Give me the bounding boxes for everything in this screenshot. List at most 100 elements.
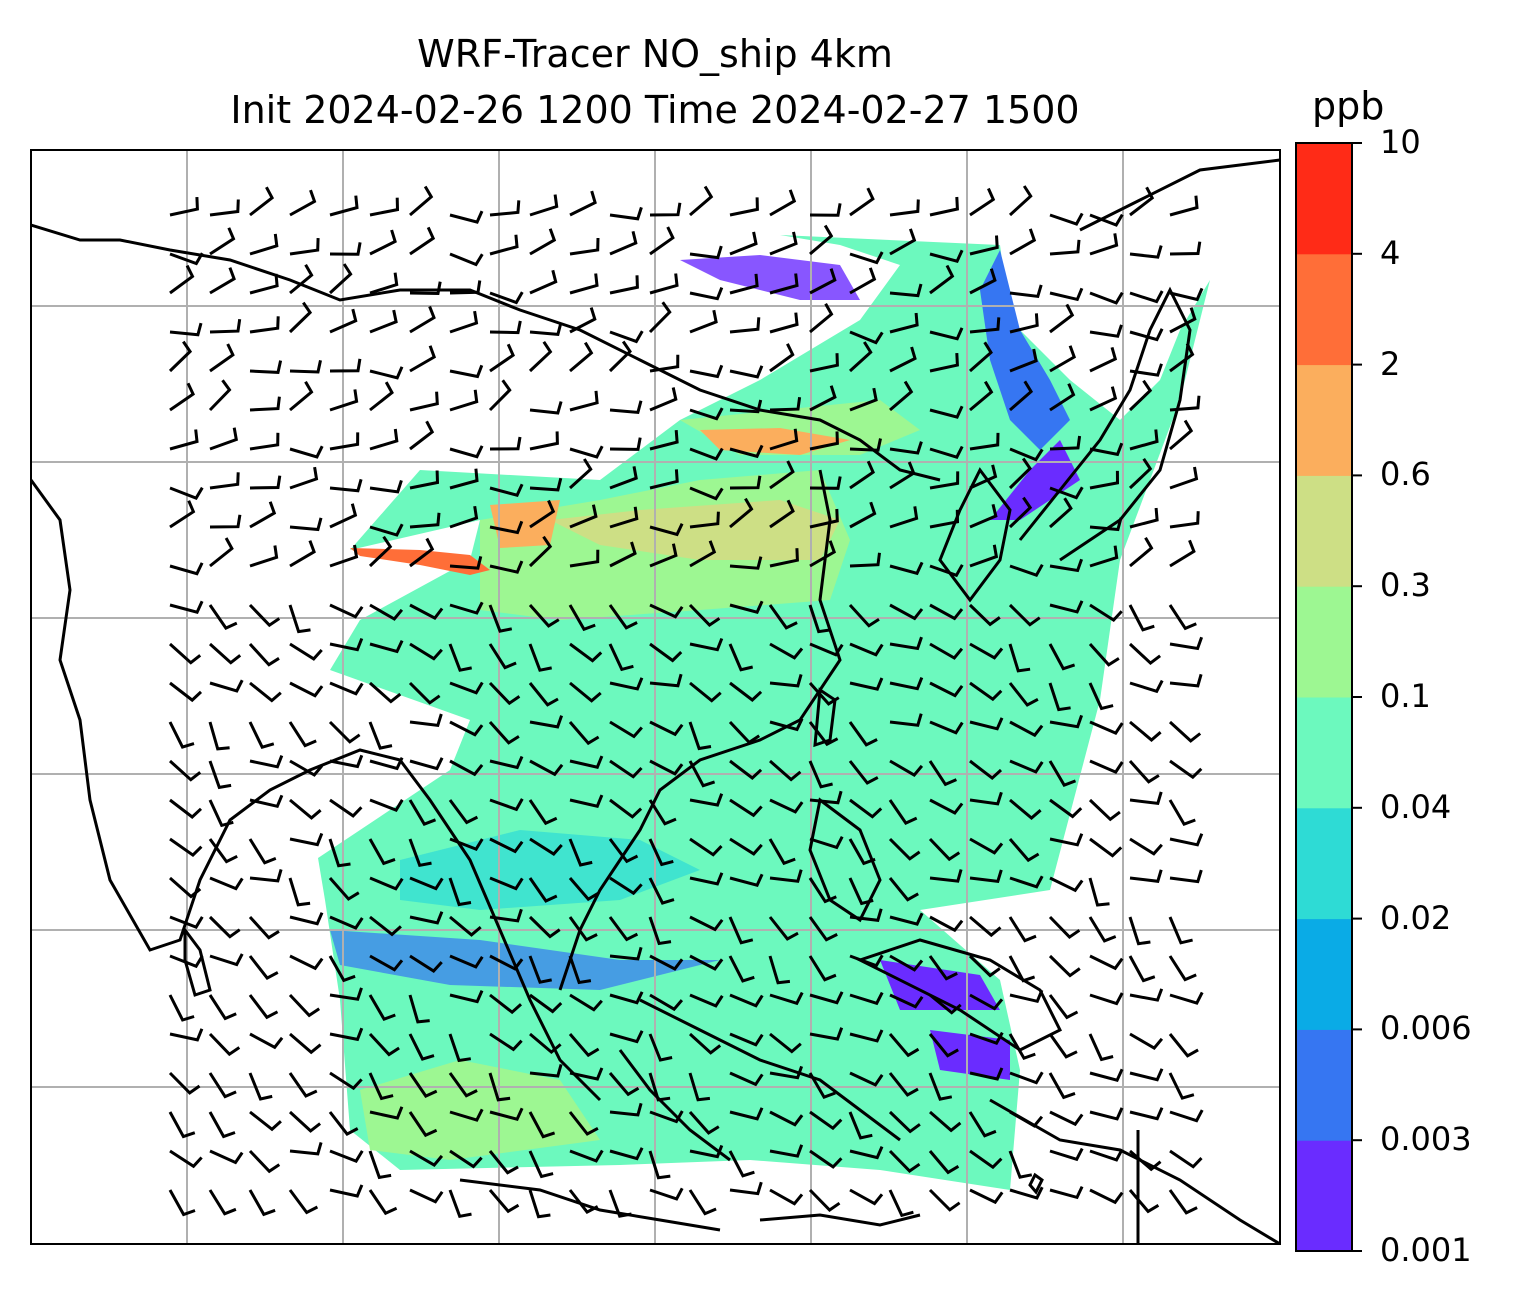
wind-barb (649, 759, 684, 776)
wind-barb (1048, 994, 1079, 1020)
colorbar-segment (1296, 807, 1352, 920)
wind-barb (169, 798, 203, 819)
wind-barb (849, 251, 884, 265)
colorbar-segment (1296, 918, 1352, 1030)
wind-barb (768, 838, 796, 866)
wind-barb (689, 245, 723, 260)
wind-barb (328, 955, 356, 983)
wind-barb (368, 721, 393, 750)
wind-barb (1049, 287, 1084, 302)
wind-barb (329, 544, 359, 568)
wind-barb (689, 486, 724, 501)
wind-barb (928, 1188, 961, 1212)
wind-barb (528, 535, 553, 568)
wind-barb (1089, 837, 1123, 858)
wind-barb (769, 869, 803, 883)
wind-barb (1129, 507, 1159, 529)
wind-barb (769, 1110, 804, 1127)
wind-barb (928, 955, 958, 981)
wind-barb (689, 793, 724, 807)
wind-barb (369, 876, 404, 891)
wind-barb (168, 1071, 201, 1095)
wind-barb (889, 312, 919, 334)
wind-barb (529, 322, 563, 337)
wind-barb (808, 721, 839, 747)
colorbar-segment (1296, 364, 1352, 476)
wind-barb (249, 1110, 282, 1132)
wind-barb (889, 954, 924, 972)
wind-barb (1089, 324, 1123, 338)
wind-barb (289, 1141, 323, 1156)
wind-barb (809, 268, 837, 295)
wind-barb (609, 876, 643, 896)
wind-barb (929, 445, 964, 460)
wind-barb (169, 915, 204, 930)
wind-barb (969, 915, 1002, 938)
wind-barb (368, 1032, 400, 1057)
wind-barb (729, 317, 761, 334)
wind-barb (929, 509, 960, 529)
wind-barb (1048, 1033, 1078, 1059)
wind-barb (769, 548, 799, 568)
wind-barb (1049, 383, 1076, 412)
wind-barb (569, 273, 599, 295)
wind-barb (768, 916, 799, 941)
wind-barb (449, 720, 484, 737)
wind-barb (729, 231, 758, 256)
wind-barb (569, 504, 598, 529)
wind-barb (769, 397, 802, 412)
wind-barb (608, 604, 638, 630)
wind-barb (1089, 1148, 1124, 1162)
wind-barb (329, 798, 363, 818)
wind-barb (208, 379, 232, 412)
wind-barb (688, 1072, 711, 1102)
wind-barb (528, 915, 561, 939)
wind-barb (689, 637, 724, 652)
wind-barb (1169, 539, 1196, 568)
wind-barb (769, 1188, 804, 1206)
wind-barb (208, 838, 238, 864)
wind-barb (1048, 643, 1076, 671)
wind-barb (449, 954, 484, 969)
wind-barb (1048, 760, 1077, 787)
wind-barb (249, 360, 283, 374)
wind-barb (609, 230, 638, 256)
wind-barb (769, 312, 799, 334)
wind-barb (769, 343, 795, 373)
wind-barb (1089, 346, 1118, 373)
wind-barb (929, 869, 963, 883)
wind-barb (1008, 603, 1041, 627)
wind-barb (1049, 600, 1084, 614)
wind-barb (1129, 536, 1154, 568)
wind-barb (569, 445, 604, 459)
wind-barb (569, 1149, 604, 1163)
wind-barb (449, 1149, 483, 1169)
wind-barb (1008, 838, 1040, 863)
wind-barb (1089, 759, 1124, 774)
wind-barb (769, 642, 804, 660)
wind-barb (1089, 386, 1118, 412)
wind-barb (1168, 720, 1202, 743)
wind-barb (1008, 496, 1033, 529)
wind-barb (1129, 1068, 1164, 1082)
wind-barb (609, 506, 639, 529)
wind-barb (608, 643, 634, 672)
wind-barb (169, 1149, 203, 1169)
wind-barb (1089, 470, 1120, 490)
wind-barb (689, 915, 724, 932)
wind-barb (568, 721, 600, 746)
wind-barb (809, 540, 837, 568)
wind-barb (889, 346, 917, 373)
wind-barb (849, 187, 875, 217)
wind-barb (208, 721, 230, 751)
wind-barb (169, 681, 203, 703)
wind-barb (289, 238, 320, 256)
wind-barb (248, 1149, 281, 1174)
wind-barb (408, 1111, 438, 1138)
wind-barb (969, 837, 1004, 855)
wind-barb (929, 564, 964, 578)
wind-barb (408, 1072, 438, 1098)
wind-barb (329, 1027, 364, 1042)
wind-barb (1049, 303, 1075, 334)
wind-barb (328, 877, 360, 901)
